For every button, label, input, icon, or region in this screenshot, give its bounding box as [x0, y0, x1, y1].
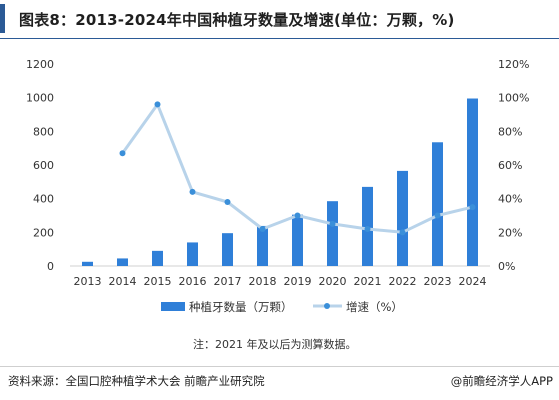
left-axis-tick: 800: [33, 125, 54, 138]
bar: [432, 142, 443, 266]
right-axis-tick: 0%: [498, 260, 515, 273]
x-axis-tick: 2021: [354, 275, 382, 288]
legend-line-marker: [324, 303, 330, 309]
legend-bar-swatch: [161, 302, 185, 311]
right-axis-tick: 100%: [498, 92, 529, 105]
bar-series: [82, 98, 478, 266]
growth-point: [364, 225, 371, 232]
bar: [467, 98, 478, 266]
x-axis-tick: 2013: [74, 275, 102, 288]
title-divider: [0, 38, 559, 39]
legend-bar-label: 种植牙数量（万颗）: [189, 300, 293, 314]
growth-point: [294, 212, 301, 219]
chart-note: 注：2021 年及以后为测算数据。: [193, 337, 357, 351]
x-axis-tick: 2019: [284, 275, 312, 288]
left-axis-ticks: 0 200 400 600 800 1000 1200: [26, 58, 54, 273]
right-axis-ticks: 0% 20% 40% 60% 80% 100% 120%: [498, 58, 529, 273]
bar: [82, 261, 93, 266]
growth-point: [469, 204, 476, 211]
x-axis-tick: 2015: [144, 275, 172, 288]
brand-credit: @前瞻经济学人APP: [450, 374, 553, 388]
left-axis-tick: 600: [33, 159, 54, 172]
left-axis-tick: 1000: [26, 92, 54, 105]
left-axis-tick: 200: [33, 226, 54, 239]
right-axis-tick: 20%: [498, 226, 522, 239]
left-axis-tick: 1200: [26, 58, 54, 71]
x-axis-tick: 2017: [214, 275, 242, 288]
x-axis-tick: 2022: [389, 275, 417, 288]
legend-line-label: 增速（%）: [346, 300, 403, 314]
growth-point: [329, 220, 336, 227]
bar: [397, 170, 408, 266]
x-axis-tick: 2016: [179, 275, 207, 288]
growth-markers: [119, 101, 476, 236]
right-axis-tick: 60%: [498, 159, 522, 172]
growth-point: [119, 150, 126, 157]
growth-point: [399, 229, 406, 236]
bar: [257, 225, 268, 266]
x-axis-tick: 2014: [109, 275, 137, 288]
right-axis-tick: 120%: [498, 58, 529, 71]
bar: [327, 201, 338, 266]
bar: [187, 242, 198, 266]
left-axis-tick: 400: [33, 193, 54, 206]
right-axis-tick: 80%: [498, 125, 522, 138]
bar: [222, 233, 233, 266]
right-axis-tick: 40%: [498, 193, 522, 206]
x-axis-ticks: 2013 2014 2015 2016 2017 2018 2019 2020 2021 2022…: [74, 275, 487, 288]
bar: [292, 214, 303, 266]
x-axis-tick: 2018: [249, 275, 277, 288]
growth-point: [259, 225, 266, 232]
chart-svg: 0 200 400 600 800 1000 1200 0% 20% 40% 60% 80% 100%…: [26, 58, 529, 351]
growth-point: [189, 188, 196, 195]
footer-divider: [0, 366, 559, 367]
x-axis-tick: 2023: [424, 275, 452, 288]
left-axis-tick: 0: [47, 260, 54, 273]
title-bar: 图表8：2013-2024年中国种植牙数量及增速(单位：万颗，%): [0, 0, 559, 38]
bar: [117, 258, 128, 266]
bar: [152, 250, 163, 266]
source-note: 资料来源：全国口腔种植学术大会 前瞻产业研究院: [8, 374, 265, 388]
legend: 种植牙数量（万颗） 增速（%）: [161, 300, 403, 314]
x-axis-tick: 2024: [459, 275, 487, 288]
x-axis-tick: 2020: [319, 275, 347, 288]
title-accent-bar: [0, 4, 5, 33]
growth-point: [154, 101, 161, 108]
growth-point: [224, 199, 231, 206]
growth-point: [434, 212, 441, 219]
chart-title: 图表8：2013-2024年中国种植牙数量及增速(单位：万颗，%): [19, 11, 455, 29]
